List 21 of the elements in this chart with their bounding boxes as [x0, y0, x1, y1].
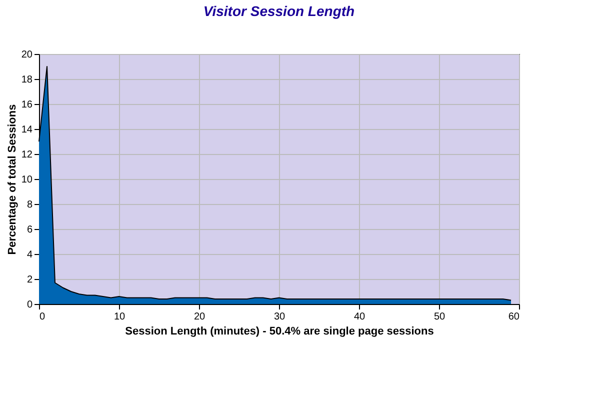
chart-title: Visitor Session Length — [203, 3, 355, 19]
x-tick-label: 40 — [354, 312, 366, 322]
x-tick-label: 10 — [114, 312, 126, 322]
y-tick-label: 10 — [21, 174, 33, 186]
y-tick-label: 16 — [21, 100, 33, 110]
y-tick-label: 2 — [26, 274, 33, 286]
x-tick-label: 20 — [194, 312, 206, 322]
y-tick-label: 6 — [26, 224, 33, 236]
y-tick-label: 14 — [21, 124, 33, 136]
y-tick-label: 20 — [21, 50, 33, 60]
x-tick-label: 30 — [274, 312, 286, 322]
x-axis-title: Session Length (minutes) - 50.4% are single page sessions — [125, 326, 434, 338]
x-tick-label: 60 — [508, 312, 520, 322]
y-axis-title: Percentage of total Sessions — [6, 104, 18, 255]
y-tick-label: 18 — [21, 74, 33, 86]
y-tick-label: 8 — [26, 200, 33, 210]
y-tick-label: 0 — [26, 300, 33, 310]
y-tick-label: 4 — [26, 250, 33, 260]
x-tick-label: 50 — [434, 312, 446, 322]
x-tick-label: 0 — [40, 312, 46, 322]
y-tick-label: 12 — [21, 150, 33, 160]
